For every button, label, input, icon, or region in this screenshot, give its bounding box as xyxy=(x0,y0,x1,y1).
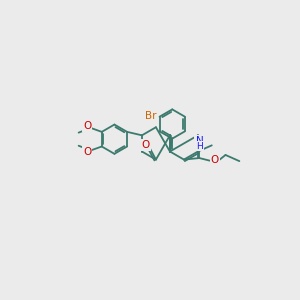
Text: O: O xyxy=(83,147,91,157)
Text: O: O xyxy=(211,155,219,165)
Text: O: O xyxy=(142,140,150,150)
Text: N: N xyxy=(196,136,203,146)
Text: H: H xyxy=(196,142,203,151)
Text: Br: Br xyxy=(145,111,156,121)
Text: O: O xyxy=(195,137,203,147)
Text: O: O xyxy=(83,122,91,131)
